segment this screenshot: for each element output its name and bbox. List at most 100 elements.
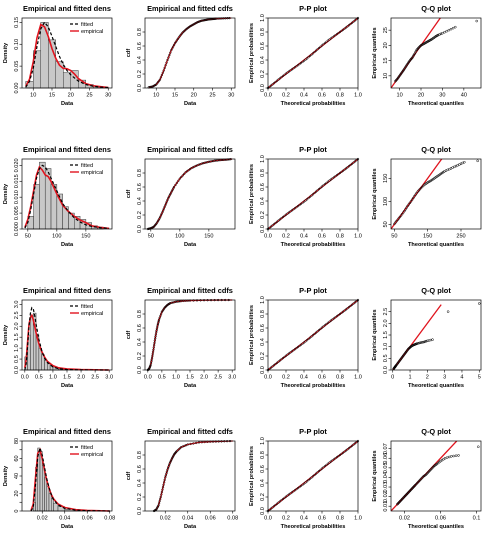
- pp-point: [323, 464, 327, 468]
- pp-point: [301, 342, 304, 345]
- pp-point: [328, 38, 331, 41]
- empirical-cdf-point: [170, 49, 173, 52]
- plot-frame: [390, 17, 482, 89]
- pp-point: [308, 336, 312, 339]
- y-tick-label: 0.03: [383, 482, 389, 493]
- pp-point: [316, 48, 319, 51]
- qq-point: [419, 341, 422, 344]
- pp-point: [346, 307, 349, 310]
- pp-point: [329, 178, 333, 181]
- y-axis-label: cdf: [126, 190, 132, 199]
- y-tick-label: 0.005: [14, 206, 20, 220]
- pp-point: [289, 492, 292, 495]
- pp-point: [305, 339, 309, 342]
- y-tick-label: 80: [14, 438, 20, 444]
- empirical-cdf-point: [170, 458, 173, 461]
- y-tick-label: 0.05: [383, 462, 389, 473]
- pp-point: [295, 487, 298, 491]
- pp-point: [272, 223, 276, 226]
- qq-point: [412, 53, 416, 57]
- pp-point: [344, 167, 348, 170]
- x-tick-label: 0.04: [59, 516, 70, 522]
- pp-point: [278, 77, 282, 80]
- qq-point: [451, 26, 455, 30]
- pp-point: [301, 201, 304, 204]
- x-axis-label: Theoretical probabilities: [281, 101, 346, 107]
- x-axis: 0.0 0.2 0.4 0.6 0.8 1.0: [264, 88, 362, 99]
- pp-point: [310, 53, 313, 56]
- pp-point: [269, 225, 273, 228]
- y-axis-label: Density: [3, 183, 9, 204]
- pp-point: [326, 39, 330, 42]
- empirical-cdf-point: [178, 177, 181, 180]
- reference-line: [267, 158, 359, 230]
- x-tick-label: 1.5: [186, 375, 194, 381]
- panel-r2-pp: P-P plot Theoretical probabilities Empiric…: [249, 145, 362, 248]
- pp-point: [281, 215, 285, 219]
- pp-point: [340, 29, 343, 33]
- x-tick-label: 1.0: [49, 375, 57, 381]
- pp-point: [332, 35, 336, 38]
- y-tick-label: 0.8: [137, 451, 143, 459]
- empirical-cdf-point: [153, 339, 156, 342]
- x-tick-label: 150: [81, 234, 90, 240]
- pp-point: [311, 193, 315, 196]
- empirical-cdf-point: [171, 47, 174, 50]
- pp-point: [289, 210, 292, 213]
- pp-point: [278, 500, 282, 503]
- pp-point: [314, 49, 318, 52]
- empirical-cdf-point: [166, 58, 169, 62]
- empirical-cdf-point: [154, 337, 157, 340]
- pp-point: [272, 364, 276, 367]
- y-tick-label: 0.6: [260, 465, 266, 473]
- pp-point: [346, 166, 349, 169]
- x-tick-label: 150: [204, 234, 213, 240]
- x-tick-label: 0.02: [399, 516, 410, 522]
- y-tick-label: 0.4: [260, 56, 266, 64]
- empirical-cdf-point: [164, 474, 167, 477]
- x-axis-label: Data: [184, 101, 197, 107]
- pp-point: [296, 64, 300, 67]
- pp-point: [325, 463, 328, 467]
- pp-point: [280, 358, 283, 361]
- histogram-bar: [44, 477, 47, 512]
- pp-point: [338, 312, 342, 316]
- pp-point: [353, 442, 357, 445]
- pp-point: [289, 351, 292, 354]
- pp-point: [322, 43, 325, 46]
- plot-frame: [267, 299, 359, 371]
- x-tick-label: 0.8: [336, 516, 344, 522]
- pp-point: [307, 196, 310, 200]
- pp-point: [338, 30, 342, 34]
- x-axis-label: Data: [184, 383, 197, 389]
- panel-r3-cdf: Empirical and fitted cdfs Data cdf 0.0 0.5 1.…: [126, 286, 236, 389]
- x-axis-label: Theoretical probabilities: [281, 383, 346, 389]
- y-axis-label: Empirical probabilities: [249, 164, 255, 224]
- pp-point: [343, 450, 346, 453]
- plot-frame: [390, 158, 482, 230]
- y-axis-label: Empirical quantiles: [372, 309, 378, 360]
- y-axis-label: cdf: [126, 472, 132, 481]
- x-tick-label: 0.2: [282, 234, 290, 240]
- pp-point: [346, 25, 349, 28]
- pp-point: [349, 304, 352, 308]
- empirical-cdf-point: [181, 174, 184, 177]
- x-tick-label: 20: [418, 93, 424, 99]
- pp-point: [317, 187, 321, 191]
- qq-point: [447, 28, 451, 32]
- pp-point: [347, 24, 351, 27]
- pp-point: [340, 311, 343, 315]
- panel-title: Empirical and fitted dens: [23, 286, 111, 295]
- empirical-cdf-point: [177, 300, 180, 303]
- pp-point: [284, 354, 288, 357]
- y-axis-label: Empirical quantiles: [372, 450, 378, 501]
- x-axis-label: Data: [184, 524, 197, 530]
- legend-label-fitted: fitted: [81, 22, 93, 28]
- pp-point: [332, 458, 336, 461]
- qq-point: [416, 342, 420, 345]
- y-tick-label: 0.5: [14, 355, 20, 363]
- x-tick-label: 2.5: [214, 375, 222, 381]
- pp-point: [349, 163, 352, 167]
- qq-point: [441, 31, 444, 35]
